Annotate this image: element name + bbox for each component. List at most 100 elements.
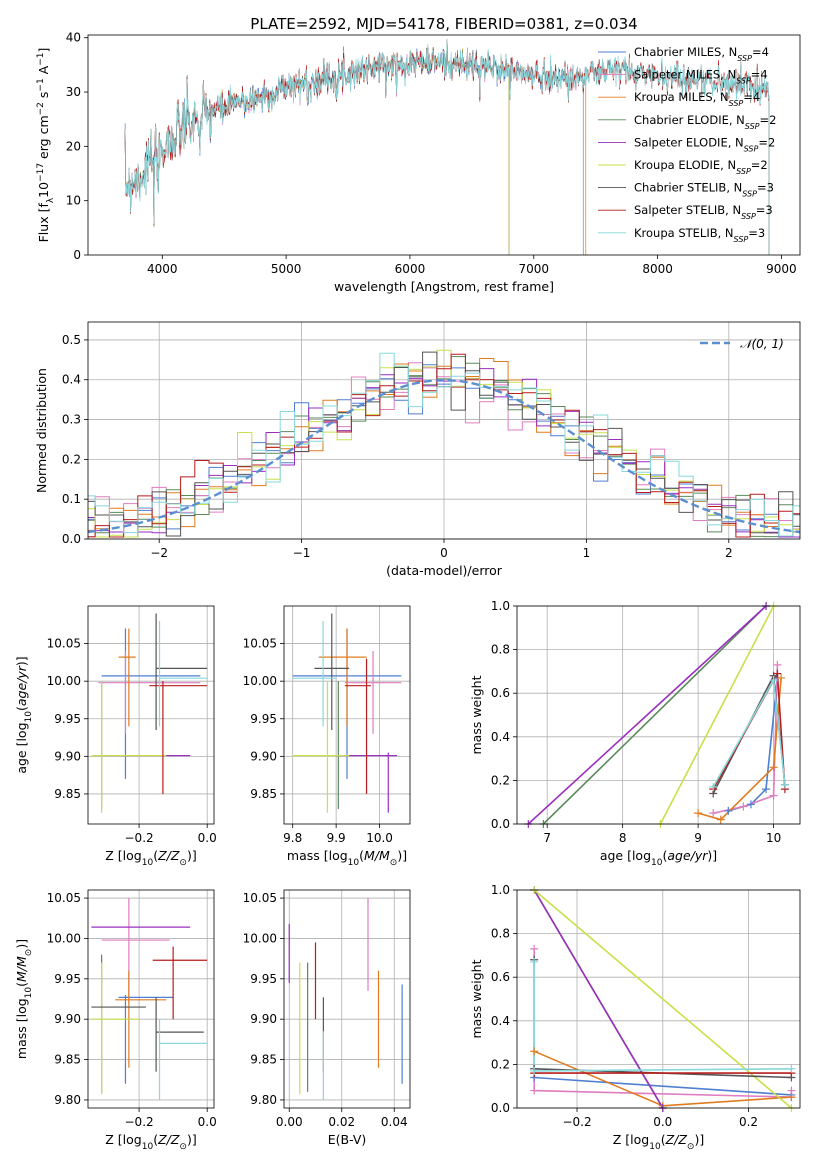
histogram-step — [88, 358, 800, 537]
histogram-step — [88, 349, 800, 538]
weight-line — [527, 606, 767, 824]
plot-area — [288, 898, 403, 1100]
x-tick-label: 0.04 — [381, 1115, 408, 1129]
y-tick-label: 0.4 — [491, 730, 510, 744]
plus-marker — [773, 669, 782, 678]
x-axis-label: Z [log10(Z/Z⊙)] — [613, 1132, 704, 1152]
legend-label: Salpeter ELODIE, NSSP=2 — [634, 135, 775, 153]
y-tick-label: 0.0 — [491, 1101, 510, 1115]
x-tick-label: 8 — [619, 831, 627, 845]
x-tick-label: 0.0 — [198, 831, 217, 845]
y-axis-label: mass [log10(M/M⊙)] — [14, 939, 34, 1059]
axes-mass_vs_ebv: 0.00 0.02 0.04 9.80 9.85 9.90 9.95 10.00 10.05 E(… — [243, 889, 411, 1147]
spectrum-line — [124, 38, 770, 255]
axes-frame — [516, 605, 801, 825]
x-axis-label: Z [log10(Z/Z⊙)] — [105, 1132, 196, 1152]
y-tick-label: 9.90 — [250, 749, 277, 763]
y-tick-label: 10.05 — [243, 637, 277, 651]
y-tick-label: 0.8 — [491, 643, 510, 657]
axes-frame — [283, 889, 411, 1109]
plus-marker — [777, 673, 786, 682]
y-tick-label: 0.8 — [491, 927, 510, 941]
plus-marker — [716, 815, 725, 824]
y-axis-label: Normed distribution — [34, 368, 49, 493]
x-tick-label: 9.9 — [327, 831, 346, 845]
x-axis-label: age [log10(age/yr)] — [600, 848, 717, 868]
normal-reference-curve — [88, 378, 800, 534]
plus-marker — [769, 791, 778, 800]
y-tick-label: 20 — [66, 139, 81, 153]
plot-area — [91, 613, 208, 813]
plus-marker — [787, 1093, 796, 1102]
y-tick-label: 0.0 — [62, 532, 81, 546]
plus-marker — [769, 676, 778, 685]
y-tick-label: 0.1 — [62, 492, 81, 506]
weight-line — [533, 890, 792, 1108]
y-tick-label: 10.05 — [243, 891, 277, 905]
y-tick-label: 9.90 — [54, 1012, 81, 1026]
y-tick-label: 9.85 — [54, 787, 81, 801]
y-tick-label: 0.6 — [491, 970, 510, 984]
axes-frame — [87, 321, 801, 540]
legend-label: Chabrier ELODIE, NSSP=2 — [634, 113, 776, 131]
plus-marker — [724, 806, 733, 815]
y-tick-label: 10.00 — [243, 674, 277, 688]
y-tick-label: 0.4 — [491, 1014, 510, 1028]
plus-marker — [769, 763, 778, 772]
plot-area — [292, 613, 402, 813]
y-tick-label: 9.95 — [54, 972, 81, 986]
plot-area — [527, 606, 786, 824]
x-axis-label: wavelength [Angstrom, rest frame] — [334, 279, 554, 294]
x-axis-label: (data-model)/error — [386, 563, 503, 578]
histogram-step — [88, 353, 800, 538]
axes-weight_vs_age: 7 8 9 10 0.0 0.2 0.4 0.6 0.8 1.0 age [log10(age/yr… — [469, 599, 801, 868]
x-tick-label: −2 — [150, 546, 168, 560]
plot-area — [88, 349, 800, 538]
y-tick-label: 9.90 — [54, 749, 81, 763]
weight-line — [542, 606, 767, 824]
plus-marker — [530, 957, 539, 966]
x-tick-label: 7000 — [519, 262, 550, 276]
x-tick-label: 5000 — [271, 262, 302, 276]
y-tick-label: 0.4 — [62, 373, 81, 387]
y-axis-label: Flux [fλ10−17 erg cm−2 s−1 A−1] — [36, 48, 56, 243]
plot-area — [124, 38, 770, 255]
spectrum-line — [124, 39, 510, 255]
x-tick-label: 10.0 — [366, 831, 393, 845]
axes-residuals: −2 −1 0 1 2 0.0 0.1 0.2 0.3 0.4 0.5 (data-model)/er… — [34, 321, 801, 578]
x-tick-label: −0.2 — [125, 831, 154, 845]
y-tick-label: 30 — [66, 85, 81, 99]
x-tick-label: 1 — [583, 546, 591, 560]
legend-label: 𝒩(0, 1) — [740, 337, 784, 351]
x-axis-label: Z [log10(Z/Z⊙)] — [105, 848, 196, 868]
legend-label: Kroupa STELIB, NSSP=3 — [634, 226, 765, 244]
legend-label: Kroupa MILES, NSSP=4 — [634, 90, 760, 108]
axes-frame — [516, 889, 801, 1109]
x-tick-label: 2 — [725, 546, 733, 560]
y-tick-label: 10.05 — [47, 637, 81, 651]
weight-line — [728, 677, 779, 812]
plus-marker — [709, 809, 718, 818]
x-tick-label: 0.2 — [739, 1115, 758, 1129]
y-tick-label: 9.95 — [250, 712, 277, 726]
x-tick-label: 0.0 — [653, 1115, 672, 1129]
y-tick-label: 1.0 — [491, 883, 510, 897]
y-tick-label: 0.2 — [491, 1057, 510, 1071]
figure-title: PLATE=2592, MJD=54178, FIBERID=0381, z=0… — [250, 15, 637, 33]
y-tick-label: 9.85 — [250, 787, 277, 801]
legend-label: Salpeter MILES, NSSP=4 — [634, 68, 768, 86]
y-tick-label: 9.95 — [54, 712, 81, 726]
y-tick-label: 10.05 — [47, 891, 81, 905]
x-tick-label: −0.2 — [125, 1115, 154, 1129]
x-tick-label: 6000 — [395, 262, 426, 276]
plus-marker — [694, 809, 703, 818]
x-tick-label: 10 — [766, 831, 781, 845]
y-tick-label: 0.3 — [62, 413, 81, 427]
y-tick-label: 0.0 — [491, 817, 510, 831]
y-tick-label: 10.00 — [243, 931, 277, 945]
legend-label: Salpeter STELIB, NSSP=3 — [634, 203, 773, 221]
y-tick-label: 9.85 — [250, 1053, 277, 1067]
histogram-step — [88, 352, 800, 537]
y-tick-label: 1.0 — [491, 599, 510, 613]
